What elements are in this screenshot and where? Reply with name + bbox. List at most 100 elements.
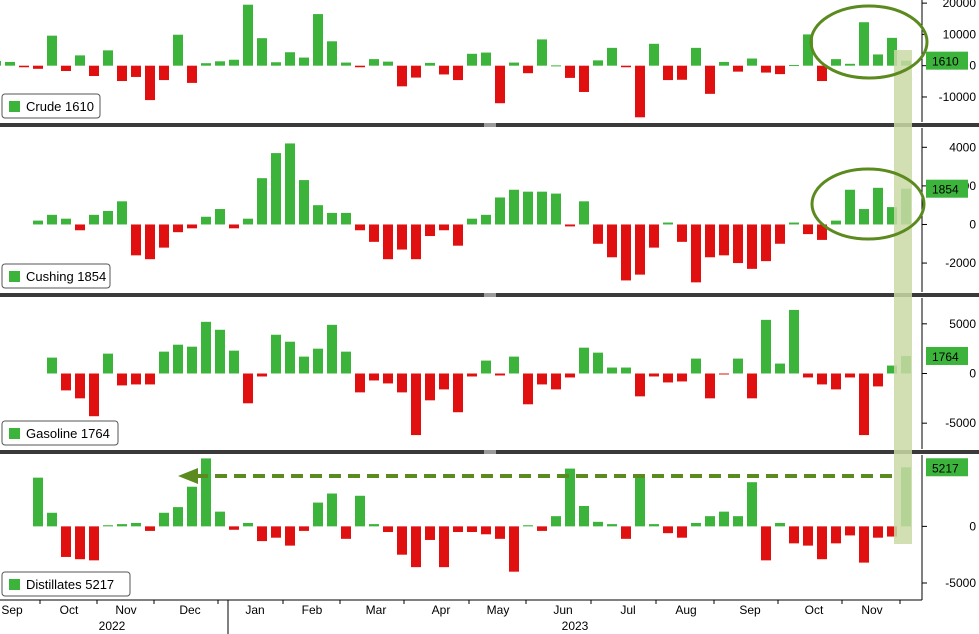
year-label: 2023 xyxy=(562,619,589,633)
bar xyxy=(243,522,253,527)
bar xyxy=(509,189,519,225)
bar xyxy=(201,458,211,527)
bar xyxy=(761,526,771,561)
bar xyxy=(313,348,323,374)
bar xyxy=(47,357,57,374)
bar xyxy=(719,61,729,66)
bar xyxy=(691,522,701,527)
bar xyxy=(719,224,729,256)
bar xyxy=(439,65,449,75)
bar xyxy=(831,220,841,225)
bar xyxy=(733,358,743,374)
bar xyxy=(145,65,155,101)
bar xyxy=(103,210,113,225)
bar xyxy=(747,224,757,269)
bar xyxy=(355,224,365,231)
year-label: 2022 xyxy=(99,619,126,633)
bar xyxy=(173,344,183,374)
x-tick-label: Sep xyxy=(1,603,23,617)
x-tick-label: Mar xyxy=(366,603,387,617)
bar xyxy=(215,329,225,374)
distillates-arrow-head xyxy=(178,468,198,484)
y-tick-label: 4000 xyxy=(949,140,976,154)
bar xyxy=(761,319,771,374)
legend-text: Cushing 1854 xyxy=(26,269,106,284)
latest-value-label: 1610 xyxy=(932,55,959,69)
bar xyxy=(89,65,99,77)
bar xyxy=(369,224,379,242)
bar xyxy=(173,507,183,527)
bar xyxy=(579,347,589,374)
x-tick-label: Dec xyxy=(179,603,200,617)
bar xyxy=(159,351,169,374)
y-tick-label: 0 xyxy=(969,519,976,533)
bar xyxy=(397,526,407,555)
bar xyxy=(677,65,687,80)
bar xyxy=(439,373,449,390)
bar xyxy=(75,373,85,399)
bar xyxy=(327,212,337,225)
bar xyxy=(187,224,197,229)
bar xyxy=(369,373,379,381)
panel-splitter-grip xyxy=(484,123,496,127)
bar xyxy=(523,191,533,225)
bar xyxy=(439,526,449,568)
bar xyxy=(677,526,687,538)
bar xyxy=(803,34,813,66)
bar xyxy=(355,373,365,393)
bar xyxy=(425,224,435,237)
legend-swatch xyxy=(9,428,20,439)
bar xyxy=(859,526,869,563)
bar xyxy=(593,352,603,374)
bar xyxy=(117,373,127,386)
bar xyxy=(33,220,43,225)
bar xyxy=(33,65,43,69)
bar xyxy=(145,373,155,385)
bar xyxy=(509,526,519,572)
bar xyxy=(523,525,533,527)
bar xyxy=(327,324,337,374)
bar xyxy=(649,224,659,248)
bar xyxy=(887,365,897,374)
bar xyxy=(271,62,281,66)
bar xyxy=(159,65,169,81)
bar xyxy=(845,63,855,66)
y-tick-label: 20000 xyxy=(943,0,977,10)
bar xyxy=(89,373,99,417)
bar xyxy=(845,373,855,378)
bar xyxy=(691,224,701,283)
bar xyxy=(159,224,169,248)
bar xyxy=(649,43,659,66)
latest-value-label: 1854 xyxy=(932,183,959,197)
bar xyxy=(495,197,505,225)
bar xyxy=(635,373,645,397)
bar xyxy=(397,373,407,393)
bar xyxy=(5,61,15,66)
bar xyxy=(817,526,827,560)
panel-crude: 20000 10000 0 -10000 1610 Crude 1610 xyxy=(0,0,979,127)
bar xyxy=(173,224,183,233)
panel-distillates: 0 -5000 5217 Distillates 5217 xyxy=(1,455,976,600)
annotations xyxy=(178,4,929,544)
x-tick-label: Jun xyxy=(553,603,572,617)
bar xyxy=(705,373,715,399)
bar xyxy=(453,373,463,413)
bar xyxy=(621,526,631,539)
bar xyxy=(803,224,813,235)
bar xyxy=(859,209,869,225)
bar xyxy=(201,216,211,225)
bar xyxy=(411,224,421,260)
bar xyxy=(103,50,113,66)
bar xyxy=(817,373,827,385)
bar xyxy=(761,65,771,73)
bar xyxy=(467,373,477,377)
y-tick-label: 0 xyxy=(969,59,976,73)
bar xyxy=(663,373,673,383)
bar xyxy=(257,38,267,66)
bar xyxy=(747,482,757,527)
y-tick-label: 0 xyxy=(969,217,976,231)
bar xyxy=(565,65,575,78)
bar xyxy=(831,373,841,390)
y-tick-label: -5000 xyxy=(945,576,976,590)
bar xyxy=(607,224,617,258)
